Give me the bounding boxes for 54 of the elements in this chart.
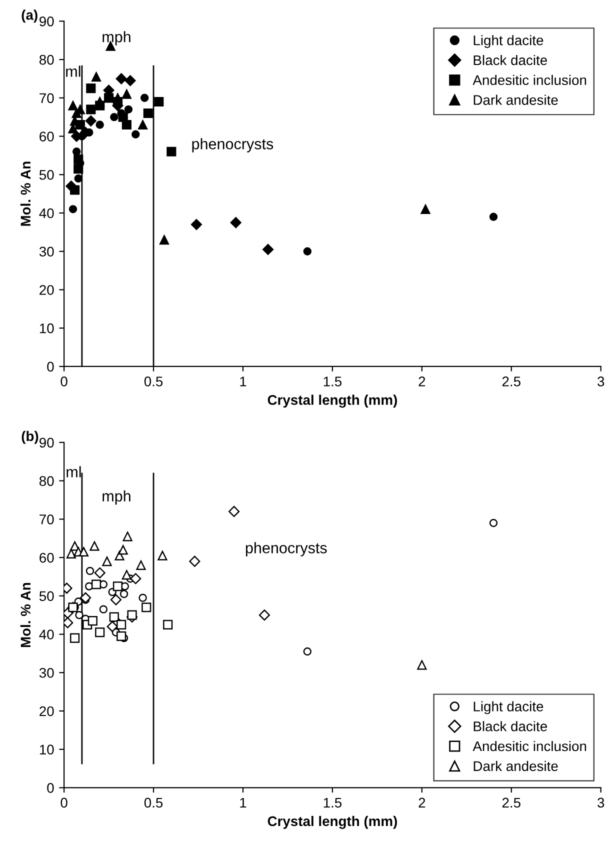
x-axis-title: Crystal length (mm) bbox=[268, 816, 397, 829]
y-tick-label: 90 bbox=[40, 16, 54, 26]
x-tick-label: 3 bbox=[598, 798, 604, 808]
chart-title: (a) bbox=[22, 10, 38, 23]
x-tick-label: 1.5 bbox=[324, 798, 342, 808]
y-tick-label: 40 bbox=[39, 208, 54, 218]
x-tick-label: 0.5 bbox=[144, 376, 163, 386]
y-tick-label: 50 bbox=[39, 591, 54, 602]
legend-label: Light dacite bbox=[474, 701, 544, 714]
y-tick-label: 0 bbox=[47, 783, 54, 793]
legend-label: Andesitic inclusion bbox=[472, 74, 586, 86]
x-tick-label: 1 bbox=[240, 798, 246, 808]
x-tick-label: 2.5 bbox=[502, 376, 520, 386]
y-tick-label: 90 bbox=[40, 438, 54, 448]
annotation: ml bbox=[66, 66, 80, 77]
legend-label: Black dacite bbox=[474, 54, 547, 66]
annotation: ml bbox=[66, 466, 81, 478]
x-tick-label: 2 bbox=[418, 798, 426, 808]
annotation: mph bbox=[102, 31, 130, 46]
legend-label: Light dacite bbox=[474, 35, 544, 48]
y-tick-label: 70 bbox=[40, 514, 54, 524]
y-tick-label: 30 bbox=[39, 246, 54, 257]
y-axis-title: Mol. % An bbox=[20, 162, 31, 226]
y-axis-title: Mol. % An bbox=[20, 583, 31, 648]
x-tick-label: 0.5 bbox=[144, 798, 163, 808]
y-tick-label: 70 bbox=[40, 93, 54, 104]
y-tick-label: 40 bbox=[39, 630, 54, 640]
legend-label: Andesitic inclusion bbox=[472, 740, 586, 752]
annotation: mph bbox=[102, 490, 130, 505]
x-tick-label: 2.5 bbox=[502, 798, 520, 808]
y-tick-label: 30 bbox=[39, 668, 54, 678]
annotation: phenocrysts bbox=[192, 138, 274, 152]
legend-label: Dark andesite bbox=[474, 94, 558, 105]
y-tick-label: 80 bbox=[39, 476, 54, 486]
legend-label: Dark andesite bbox=[474, 760, 558, 772]
chart-title: (b) bbox=[22, 430, 38, 444]
x-axis-title: Crystal length (mm) bbox=[268, 394, 397, 408]
annotation: phenocrysts bbox=[246, 542, 327, 556]
y-tick-label: 60 bbox=[40, 132, 54, 142]
y-tick-label: 20 bbox=[40, 285, 54, 295]
y-tick-label: 0 bbox=[47, 362, 54, 372]
y-tick-label: 80 bbox=[39, 54, 54, 65]
x-tick-label: 0 bbox=[60, 798, 68, 808]
y-tick-label: 60 bbox=[40, 552, 54, 563]
x-tick-label: 3 bbox=[598, 376, 604, 386]
x-tick-label: 2 bbox=[418, 376, 426, 386]
y-tick-label: 20 bbox=[40, 706, 54, 716]
y-tick-label: 10 bbox=[40, 323, 54, 334]
y-tick-label: 10 bbox=[40, 744, 54, 755]
legend-label: Black dacite bbox=[474, 721, 547, 732]
x-tick-label: 1.5 bbox=[324, 376, 342, 386]
x-tick-label: 0 bbox=[60, 376, 68, 386]
y-tick-label: 50 bbox=[39, 170, 54, 180]
x-tick-label: 1 bbox=[240, 376, 246, 386]
